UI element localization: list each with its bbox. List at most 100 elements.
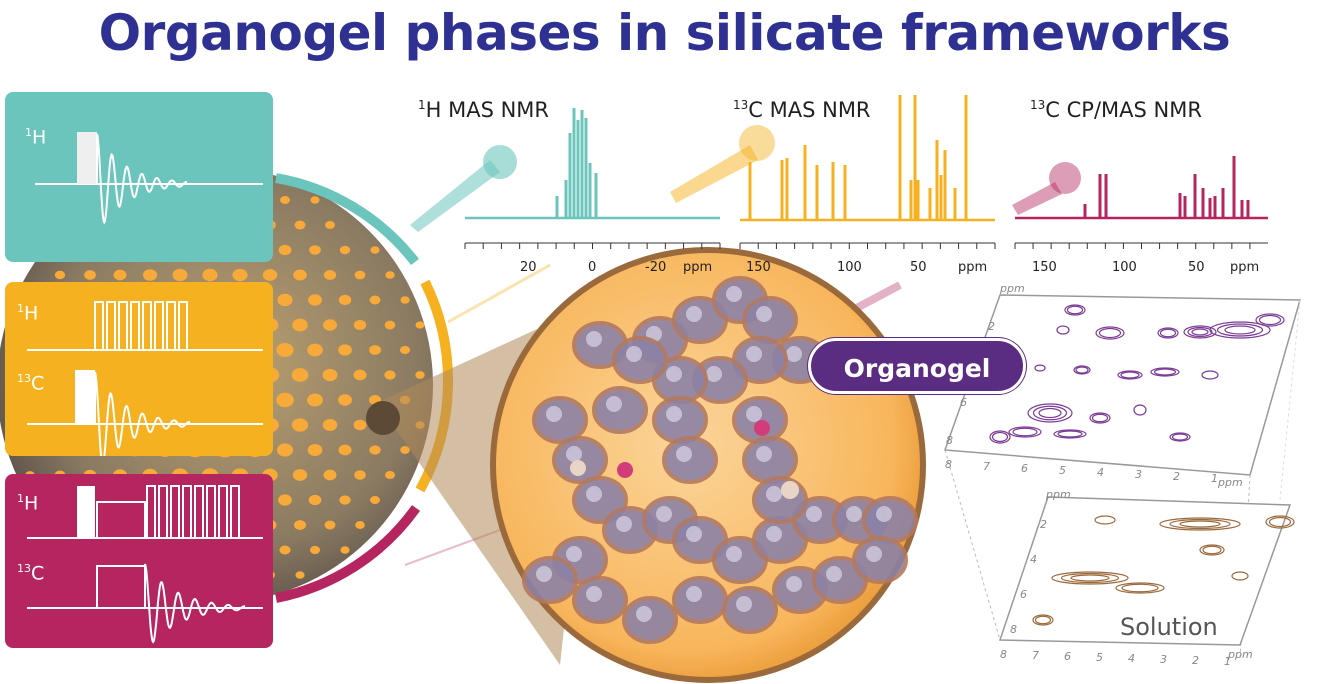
pore	[291, 418, 309, 432]
pore	[385, 470, 395, 480]
pore	[323, 269, 337, 281]
pore	[340, 546, 350, 554]
pore	[339, 245, 351, 255]
pulse-panel-1h: 1H	[5, 92, 273, 262]
axis-unit: ppm	[1230, 260, 1260, 275]
pore	[293, 269, 307, 281]
pore	[384, 370, 396, 380]
pore	[338, 294, 352, 306]
pore	[279, 545, 291, 555]
tick-label: 5	[1096, 651, 1103, 664]
teal-arc	[275, 173, 419, 266]
pore	[322, 319, 338, 331]
channel-label-13c: 13C	[17, 562, 45, 585]
pore	[172, 268, 188, 282]
teal-dot	[483, 145, 517, 179]
spectrum-title-1h: 1H MAS NMR	[418, 98, 550, 122]
magenta-beam	[1012, 182, 1062, 215]
teal-beam	[410, 160, 500, 232]
pore	[307, 343, 323, 357]
pore	[277, 293, 293, 307]
tick-label: 1	[1224, 655, 1231, 668]
pore	[354, 470, 366, 480]
tick-label: 6	[1021, 462, 1028, 475]
pore	[338, 344, 352, 356]
tick-label: 7	[1032, 649, 1039, 662]
pore	[324, 520, 336, 530]
axis-unit: ppm	[683, 260, 713, 275]
tick-label: 4	[1128, 652, 1135, 665]
pore	[400, 296, 410, 304]
tick-label: 20	[520, 260, 537, 275]
2d-plane-solution	[998, 496, 1295, 646]
pore	[400, 446, 410, 454]
pore	[232, 268, 248, 282]
pore	[291, 368, 309, 382]
pore	[323, 469, 337, 481]
spectrum-title-13c-mas: 13C MAS NMR	[733, 98, 871, 122]
pore	[262, 269, 278, 281]
tick-label: 100	[837, 260, 862, 275]
pore	[202, 268, 218, 282]
tick-label: 6	[1020, 588, 1027, 601]
pore	[385, 271, 395, 279]
organogel-badge: Organogel	[808, 338, 1026, 394]
pore	[308, 494, 322, 506]
tick-label: 5	[1059, 464, 1066, 477]
tick-label: 4	[1030, 553, 1037, 566]
spectrum-title-13c-cpmas: 13C CP/MAS NMR	[1030, 98, 1202, 122]
pore	[415, 371, 425, 379]
pore	[292, 318, 308, 332]
tick-label: 7	[983, 460, 990, 473]
pore	[309, 545, 321, 555]
pore	[369, 295, 381, 305]
pore	[322, 368, 338, 382]
pore	[339, 495, 351, 505]
tick-label: -20	[645, 260, 667, 275]
pore	[308, 294, 322, 306]
pore	[353, 319, 367, 331]
channel-label-13c: 13C	[17, 372, 45, 395]
tick-label: 8	[1010, 623, 1017, 636]
channel-label-1h: 1H	[17, 492, 39, 515]
pore	[292, 469, 308, 481]
zoom-source	[366, 401, 400, 435]
molecular-structure	[522, 276, 918, 644]
tick-label: 0	[588, 260, 597, 275]
pore	[278, 494, 292, 506]
pore	[369, 345, 381, 355]
axis-unit-label: ppm	[1000, 282, 1025, 295]
pore	[415, 321, 425, 329]
pore	[294, 520, 306, 530]
pore	[354, 270, 366, 280]
pore	[399, 345, 411, 355]
decoupling-sequence-diagram	[27, 301, 263, 456]
tick-label: 150	[746, 260, 771, 275]
pore	[113, 269, 127, 281]
pore	[294, 220, 306, 230]
tick-label: 150	[1032, 260, 1057, 275]
pore	[338, 394, 352, 406]
pore	[353, 419, 367, 431]
axis-unit: ppm	[958, 260, 988, 275]
pore	[338, 444, 352, 456]
tick-label: 2	[1192, 654, 1199, 667]
pore	[142, 269, 158, 281]
pore	[54, 270, 66, 280]
tick-label: 6	[1064, 650, 1071, 663]
fid-1h-diagram	[35, 132, 263, 225]
page-title: Organogel phases in silicate frameworks	[98, 4, 1231, 62]
pore	[370, 246, 380, 254]
axis-unit-label: ppm	[1046, 488, 1071, 501]
cross-polarization-diagram	[27, 485, 263, 644]
pore	[276, 392, 294, 408]
pore	[369, 445, 381, 455]
tick-label: 8	[1000, 648, 1007, 661]
pore	[355, 521, 365, 529]
tick-label: 100	[1112, 260, 1137, 275]
tick-label: 2	[1040, 518, 1047, 531]
pore	[307, 443, 323, 457]
orange-beam	[670, 145, 758, 203]
tick-label: 2	[988, 320, 995, 333]
pore	[322, 419, 338, 431]
